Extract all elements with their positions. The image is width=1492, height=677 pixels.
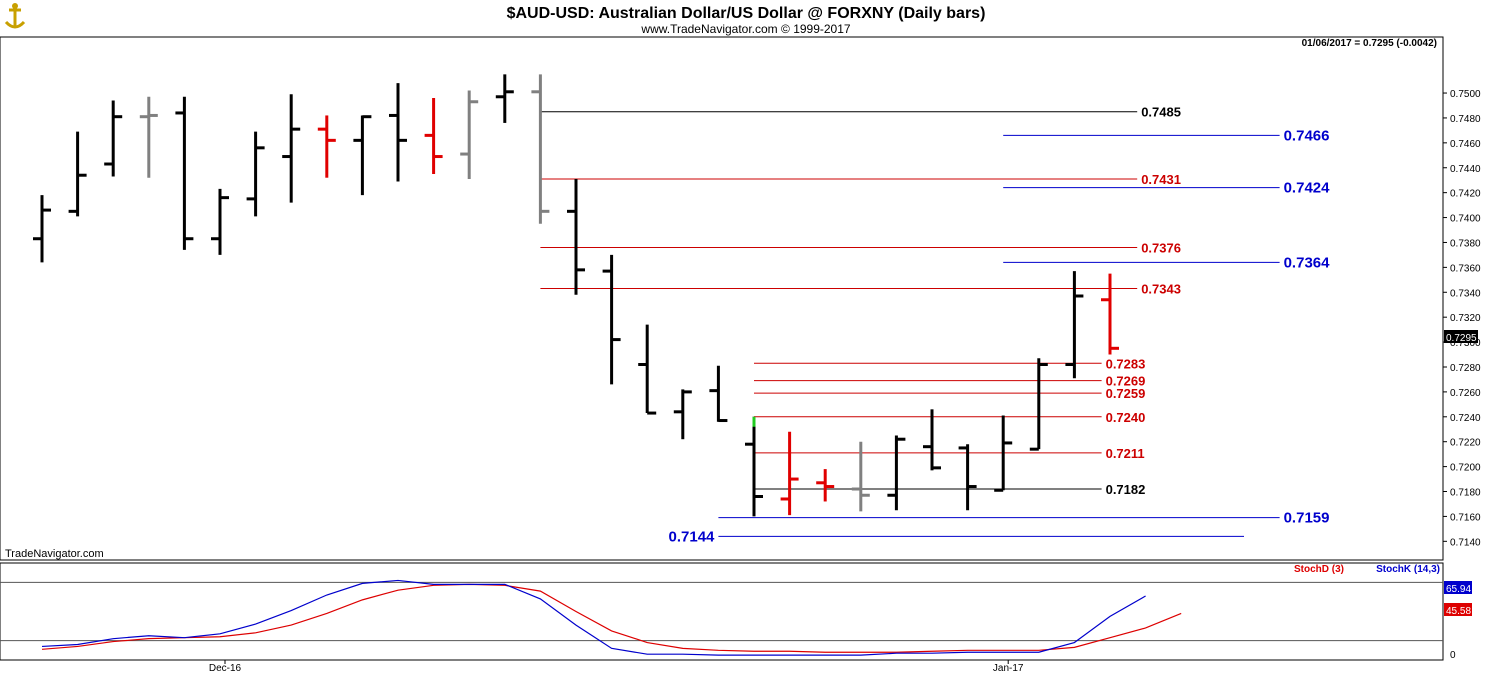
level-label-11: 0.7211 (1106, 446, 1145, 461)
stochD-legend: StochD (3) (1294, 564, 1344, 575)
level-label-10: 0.7240 (1106, 410, 1146, 425)
ohlc-bar-5 (211, 188, 229, 255)
ohlc-bar-26 (958, 444, 977, 511)
ohlc-bar-11 (424, 98, 443, 174)
ohlc-bar-9 (353, 115, 372, 196)
ohlc-bar-4 (175, 96, 194, 250)
main-panel-frame (0, 36, 1444, 561)
y-tick-label-6: 0.7260 (1450, 388, 1481, 399)
y-tick-label-7: 0.7280 (1450, 363, 1481, 374)
ohlc-bar-19 (709, 365, 728, 423)
ohlc-bar-10 (389, 83, 407, 182)
ohlc-bar-20 (745, 416, 763, 517)
last-price-box (1444, 330, 1478, 343)
ohlc-bar-30 (1101, 273, 1119, 355)
ohlc-bar-13 (495, 74, 514, 123)
y-tick-label-14: 0.7420 (1450, 189, 1481, 200)
y-tick-label-10: 0.7340 (1450, 288, 1481, 299)
ohlc-bar-1 (68, 131, 87, 217)
level-label-0: 0.7485 (1141, 105, 1181, 120)
x-tick-label-0: Dec-16 (209, 663, 242, 674)
y-tick-label-18: 0.7500 (1450, 89, 1481, 100)
tradenavigator-logo-icon (3, 3, 27, 31)
y-tick-label-8: 0.7300 (1450, 338, 1481, 349)
ohlc-bar-25 (923, 409, 941, 471)
y-tick-label-15: 0.7440 (1450, 164, 1481, 175)
y-tick-label-2: 0.7180 (1450, 488, 1481, 499)
stochD-value-box (1444, 603, 1472, 616)
level-label-3: 0.7424 (1284, 180, 1331, 197)
ohlc-bar-24 (887, 435, 906, 511)
ohlc-bar-8 (317, 115, 336, 178)
watermark: TradeNavigator.com (5, 548, 104, 560)
ohlc-bar-0 (33, 195, 51, 263)
x-tick-label-1: Jan-17 (993, 663, 1024, 674)
y-tick-label-16: 0.7460 (1450, 139, 1481, 150)
ohlc-bar-27 (994, 415, 1013, 492)
ohlc-bar-2 (104, 100, 123, 177)
ohlc-bar-3 (139, 96, 158, 178)
level-label-2: 0.7431 (1141, 172, 1181, 187)
level-label-6: 0.7343 (1141, 282, 1181, 297)
ohlc-bar-14 (531, 74, 550, 224)
ohlc-bar-28 (1029, 358, 1048, 451)
y-tick-label-1: 0.7160 (1450, 512, 1481, 523)
level-label-4: 0.7376 (1141, 240, 1181, 255)
stoch-tick-label-0: 0 (1450, 650, 1456, 661)
ohlc-bar-17 (638, 324, 657, 415)
last-price-label: 0.7295 (1446, 333, 1477, 344)
stochD-line (41, 583, 1182, 653)
stochastic-panel: 0 (0, 579, 1456, 661)
level-label-13: 0.7159 (1284, 510, 1330, 527)
y-tick-label-5: 0.7240 (1450, 413, 1481, 424)
quote-readout: 01/06/2017 = 0.7295 (-0.0042) (1302, 38, 1437, 49)
chart-subtitle: www.TradeNavigator.com © 1999-2017 (640, 22, 850, 36)
ohlc-bars (33, 74, 1119, 517)
ohlc-bar-29 (1065, 271, 1084, 379)
level-label-1: 0.7466 (1284, 127, 1330, 144)
ohlc-bar-12 (460, 90, 479, 179)
ohlc-bar-18 (673, 389, 692, 440)
y-tick-label-0: 0.7140 (1450, 537, 1481, 548)
y-tick-label-12: 0.7380 (1450, 238, 1481, 249)
level-label-12: 0.7182 (1106, 482, 1146, 497)
level-label-5: 0.7364 (1284, 254, 1331, 271)
level-label-8: 0.7269 (1106, 374, 1146, 389)
stochD-value: 45.58 (1446, 606, 1471, 617)
y-tick-label-9: 0.7320 (1450, 313, 1481, 324)
stochK-value: 65.94 (1446, 584, 1471, 595)
y-tick-label-11: 0.7360 (1450, 263, 1481, 274)
fib-levels: 0.7485 0.7466 0.7431 0.7424 0.7376 0.7364 0.73… (540, 105, 1331, 545)
y-tick-label-17: 0.7480 (1450, 114, 1481, 125)
stochK-legend: StochK (14,3) (1376, 564, 1440, 575)
ohlc-bar-21 (780, 431, 799, 516)
stochK-value-box (1444, 581, 1472, 594)
level-label-7: 0.7283 (1106, 356, 1146, 371)
chart-title: $AUD-USD: Australian Dollar/US Dollar @ … (507, 5, 986, 22)
y-tick-label-4: 0.7220 (1450, 438, 1481, 449)
date-axis: Dec-16 Jan-17 (209, 660, 1024, 674)
ohlc-bar-6 (246, 131, 265, 217)
stochK-line (41, 579, 1146, 656)
y-tick-label-3: 0.7200 (1450, 463, 1481, 474)
ohlc-bar-22 (816, 469, 835, 502)
ohlc-bar-7 (282, 94, 301, 203)
price-axis: 0.7140 0.7160 0.7180 0.7200 0.7220 0.7240 0.72… (1443, 89, 1481, 548)
level-label-14: 0.7144 (669, 528, 716, 545)
indicator-panel-frame (0, 562, 1444, 661)
ohlc-bar-23 (851, 441, 870, 512)
ohlc-bar-15 (567, 178, 585, 295)
level-label-9: 0.7259 (1106, 386, 1146, 401)
y-tick-label-13: 0.7400 (1450, 214, 1481, 225)
ohlc-bar-16 (602, 254, 621, 385)
